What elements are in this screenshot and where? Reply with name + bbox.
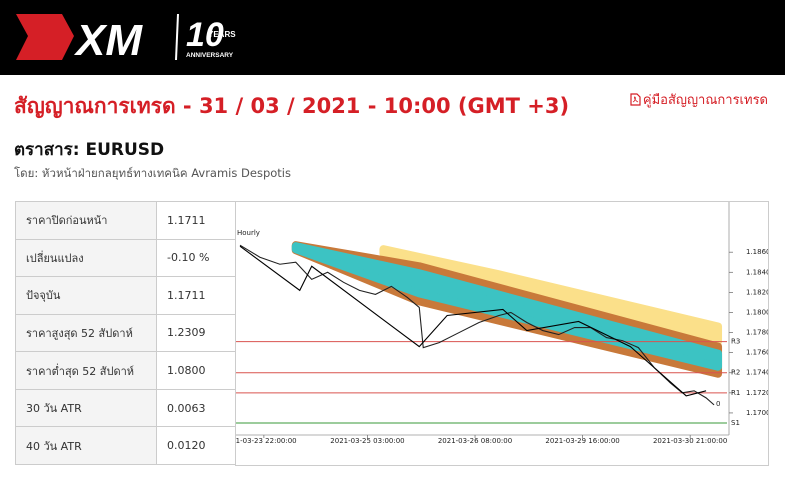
table-row: ราคาสูงสุด 52 สัปดาห์ 1.2309 bbox=[15, 313, 236, 353]
row-value: 1.0800 bbox=[156, 351, 236, 390]
row-label: 30 วัน ATR bbox=[15, 388, 157, 428]
author: โดย: หัวหน้าฝ่ายกลยุทธ์ทางเทคนิค Avramis… bbox=[14, 166, 291, 180]
y-tick-label: 1.1820 bbox=[746, 288, 769, 296]
row-value: 0.0063 bbox=[156, 388, 236, 428]
y-tick-label: 1.1740 bbox=[746, 369, 769, 377]
chart: Hourly R3 R2 R1 S1 0 1.1860 1.1840 1.1820 1.1800 1… bbox=[235, 201, 769, 466]
row-label: เปลี่ยนแปลง bbox=[15, 238, 157, 278]
level-label: R2 bbox=[731, 369, 740, 377]
guide-link-text[interactable]: คู่มือสัญญาณการเทรด bbox=[642, 93, 768, 108]
header: XM 10 YEARS ANNIVERSARY bbox=[0, 0, 785, 75]
row-value: 1.2309 bbox=[156, 313, 236, 353]
table-row: ราคาต่ำสุด 52 สัปดาห์ 1.0800 bbox=[15, 351, 236, 390]
y-tick-label: 1.1860 bbox=[746, 248, 769, 256]
band bbox=[291, 242, 723, 371]
y-tick-label: 1.1780 bbox=[746, 329, 769, 337]
pdf-icon bbox=[630, 93, 641, 106]
logo-divider bbox=[175, 13, 179, 61]
level-label: R1 bbox=[731, 389, 740, 397]
anniversary-number: 10 bbox=[186, 16, 224, 54]
x-tick-label: 2021-03-30 21:00:00 bbox=[653, 437, 727, 445]
chart-title: Hourly bbox=[237, 229, 260, 237]
table-row: ราคาปิดก่อนหน้า 1.1711 bbox=[15, 201, 236, 240]
x-tick-label: 2021-03-26 08:00:00 bbox=[438, 437, 512, 445]
x-tick-label: 21-03-23 22:00:00 bbox=[235, 437, 297, 445]
y-tick-label: 1.1720 bbox=[746, 389, 769, 397]
y-tick-label: 1.1840 bbox=[746, 268, 769, 276]
y-tick-label: 1.1760 bbox=[746, 349, 769, 357]
x-tick-label: 2021-03-25 03:00:00 bbox=[330, 437, 404, 445]
row-label: 40 วัน ATR bbox=[15, 426, 157, 465]
logo-mark bbox=[16, 14, 74, 60]
y-tick-label: 1.1700 bbox=[746, 409, 769, 417]
table-row: เปลี่ยนแปลง -0.10 % bbox=[15, 238, 236, 278]
logo[interactable]: XM 10 YEARS ANNIVERSARY bbox=[0, 0, 260, 75]
row-label: ราคาปิดก่อนหน้า bbox=[15, 201, 157, 240]
row-value: 1.1711 bbox=[156, 201, 236, 240]
price-line bbox=[239, 245, 707, 397]
table-row: ปัจจุบัน 1.1711 bbox=[15, 276, 236, 315]
table-row: 40 วัน ATR 0.0120 bbox=[15, 426, 236, 465]
row-value: -0.10 % bbox=[156, 238, 236, 278]
stats-table: ราคาปิดก่อนหน้า 1.1711 เปลี่ยนแปลง -0.10 % ป… bbox=[15, 201, 236, 465]
y-tick-label: 1.1800 bbox=[746, 308, 769, 316]
annotation: 0 bbox=[716, 400, 720, 408]
anniversary-years: YEARS bbox=[208, 30, 236, 39]
row-value: 0.0120 bbox=[156, 426, 236, 465]
anniversary-word: ANNIVERSARY bbox=[186, 52, 234, 59]
row-label: ราคาต่ำสุด 52 สัปดาห์ bbox=[15, 351, 157, 390]
row-label: ราคาสูงสุด 52 สัปดาห์ bbox=[15, 313, 157, 353]
level-label: S1 bbox=[731, 419, 740, 427]
row-value: 1.1711 bbox=[156, 276, 236, 315]
row-label: ปัจจุบัน bbox=[15, 276, 157, 315]
x-tick-label: 2021-03-29 16:00:00 bbox=[545, 437, 619, 445]
logo-text: XM bbox=[73, 16, 143, 65]
table-row: 30 วัน ATR 0.0063 bbox=[15, 388, 236, 428]
price-line bbox=[239, 244, 715, 406]
page-title: สัญญาณการเทรด - 31 / 03 / 2021 - 10:00 (… bbox=[14, 94, 570, 118]
level-label: R3 bbox=[731, 338, 740, 346]
guide-link[interactable]: คู่มือสัญญาณการเทรด bbox=[630, 89, 768, 110]
instrument: ตราสาร: EURUSD bbox=[14, 140, 165, 160]
